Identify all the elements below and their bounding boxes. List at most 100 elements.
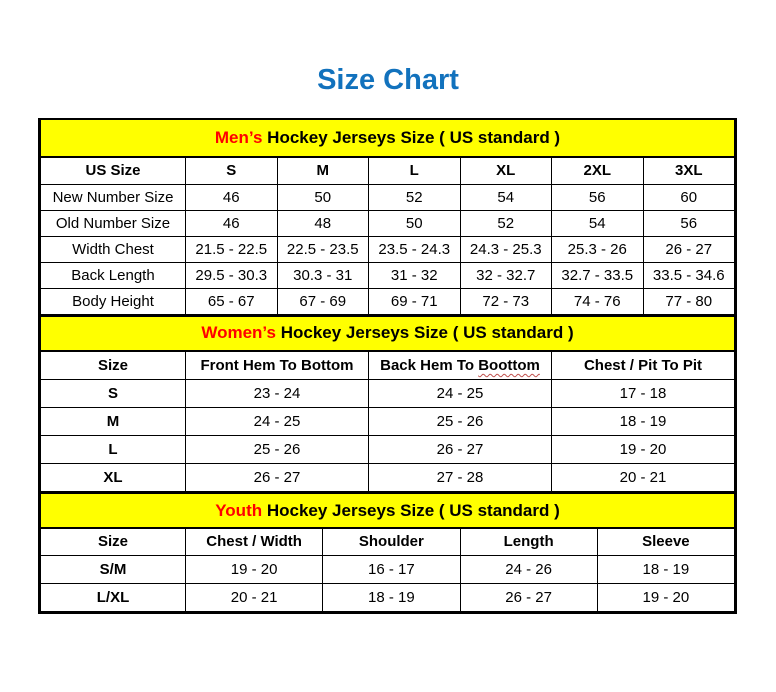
size-value-cell: 30.3 - 31 [276,261,369,289]
table-row: L 25 - 26 26 - 27 19 - 20 [40,435,735,464]
mens-band-header: Men’s Hockey Jerseys Size ( US standard … [40,120,735,158]
column-header: Chest / Pit To Pit [551,350,735,380]
column-header: Back Hem To Boottom [368,350,552,380]
size-value-cell: 23 - 24 [185,379,369,408]
size-value-cell: 65 - 67 [185,287,278,315]
size-value-cell: 67 - 69 [276,287,369,315]
column-header: Size [40,527,186,556]
mens-band-rest: Hockey Jerseys Size ( US standard ) [267,128,561,147]
size-value-cell: 27 - 28 [368,463,552,492]
column-header: Size [40,350,186,380]
column-header: US Size [40,156,186,185]
table-row: Back Length 29.5 - 30.3 30.3 - 31 31 - 3… [40,261,735,289]
youth-band-rest: Hockey Jerseys Size ( US standard ) [266,500,560,520]
size-value-cell: 26 - 27 [368,435,552,464]
size-value-cell: 20 - 21 [551,463,735,492]
size-value-cell: 25.3 - 26 [551,235,644,263]
size-value-cell: 29.5 - 30.3 [185,261,278,289]
size-value-cell: 50 [276,183,369,211]
row-label: M [40,407,186,436]
table-row: XL 26 - 27 27 - 28 20 - 21 [40,463,735,492]
size-value-cell: 18 - 19 [322,582,461,612]
youth-size-table: Youth Hockey Jerseys Size ( US standard … [40,492,736,612]
size-value-cell: 48 [276,209,369,237]
table-row: Old Number Size 46 48 50 52 54 56 [40,209,735,237]
size-value-cell: 22.5 - 23.5 [276,235,369,263]
table-row: Width Chest 21.5 - 22.5 22.5 - 23.5 23.5… [40,235,735,263]
youth-band-header: Youth Hockey Jerseys Size ( US standard … [40,492,735,529]
size-value-cell: 46 [185,209,278,237]
size-value-cell: 50 [368,209,461,237]
column-header-text: Back Hem To [380,356,475,374]
table-row: L/XL 20 - 21 18 - 19 26 - 27 19 - 20 [40,582,736,612]
size-value-cell: 16 - 17 [322,554,461,584]
youth-band-highlight: Youth [215,500,263,520]
size-value-cell: 24.3 - 25.3 [459,235,552,263]
size-value-cell: 54 [459,183,552,211]
womens-band-highlight: Women’s [201,323,276,342]
youth-band-cell: Youth Hockey Jerseys Size ( US standard … [40,492,735,529]
size-value-cell: 52 [459,209,552,237]
size-value-cell: 69 - 71 [368,287,461,315]
size-value-cell: 56 [642,209,735,237]
size-value-cell: 21.5 - 22.5 [185,235,278,263]
column-header: Front Hem To Bottom [185,350,369,380]
column-header: Shoulder [322,527,461,556]
size-value-cell: 46 [185,183,278,211]
size-value-cell: 72 - 73 [459,287,552,315]
size-value-cell: 74 - 76 [551,287,644,315]
column-header: XL [459,156,552,185]
size-value-cell: 25 - 26 [185,435,369,464]
womens-size-table: Women’s Hockey Jerseys Size ( US standar… [40,314,735,492]
size-value-cell: 26 - 27 [642,235,735,263]
table-row: S/M 19 - 20 16 - 17 24 - 26 18 - 19 [40,554,736,584]
size-value-cell: 20 - 21 [184,582,324,612]
table-row: M 24 - 25 25 - 26 18 - 19 [40,407,735,436]
size-value-cell: 54 [551,209,644,237]
size-value-cell: 18 - 19 [551,407,735,436]
size-value-cell: 19 - 20 [184,554,324,584]
womens-band-header: Women’s Hockey Jerseys Size ( US standar… [40,314,735,352]
row-label: New Number Size [40,183,186,211]
womens-column-header-row: Size Front Hem To Bottom Back Hem To Boo… [40,350,735,380]
row-label: L/XL [40,582,186,612]
row-label: Body Height [40,287,186,315]
size-value-cell: 24 - 26 [459,554,598,584]
column-header: L [368,156,461,185]
column-header: M [276,156,369,185]
size-value-cell: 23.5 - 24.3 [368,235,461,263]
size-value-cell: 56 [551,183,644,211]
column-header: 2XL [551,156,644,185]
size-value-cell: 17 - 18 [551,379,735,408]
size-value-cell: 32 - 32.7 [459,261,552,289]
size-value-cell: 32.7 - 33.5 [551,261,644,289]
row-label: S/M [40,554,186,584]
size-chart-container: Men’s Hockey Jerseys Size ( US standard … [38,118,737,614]
womens-band-cell: Women’s Hockey Jerseys Size ( US standar… [40,314,735,352]
page-title: Size Chart [317,64,459,96]
row-label: Old Number Size [40,209,186,237]
mens-band-cell: Men’s Hockey Jerseys Size ( US standard … [40,120,735,158]
row-label: L [40,435,186,464]
column-header: 3XL [642,156,735,185]
column-header: Chest / Width [184,527,324,556]
mens-size-table: Men’s Hockey Jerseys Size ( US standard … [40,120,735,315]
size-value-cell: 24 - 25 [185,407,369,436]
row-label: XL [40,463,186,492]
size-value-cell: 25 - 26 [368,407,552,436]
size-value-cell: 52 [368,183,461,211]
table-row: S 23 - 24 24 - 25 17 - 18 [40,379,735,408]
size-value-cell: 18 - 19 [596,554,736,584]
youth-column-header-row: Size Chest / Width Shoulder Length Sleev… [40,527,736,556]
size-value-cell: 77 - 80 [642,287,735,315]
table-row: Body Height 65 - 67 67 - 69 69 - 71 72 -… [40,287,735,315]
mens-band-highlight: Men’s [214,128,263,147]
column-header: Length [459,527,598,556]
size-value-cell: 60 [642,183,735,211]
row-label: Back Length [40,261,186,289]
size-value-cell: 19 - 20 [551,435,735,464]
column-header: Sleeve [596,527,736,556]
misspelled-word: Boottom [478,356,540,374]
size-value-cell: 24 - 25 [368,379,552,408]
size-value-cell: 19 - 20 [596,582,736,612]
